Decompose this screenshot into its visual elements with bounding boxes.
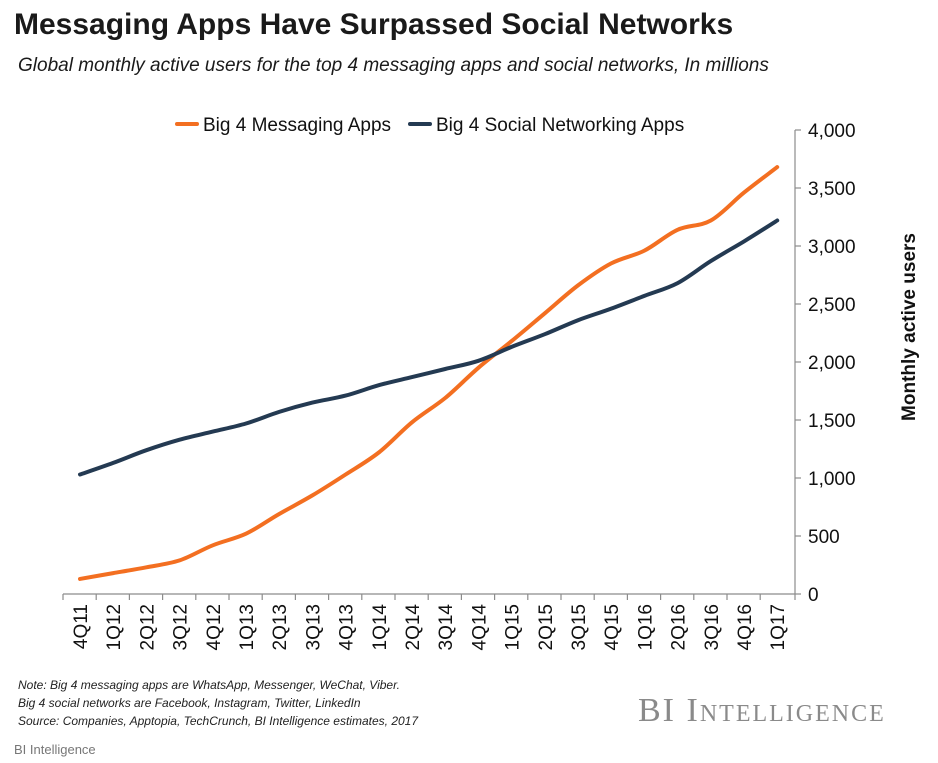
x-tick-label: 3Q14 [436, 604, 457, 651]
y-tick-label: 2,500 [808, 295, 856, 316]
note-social-networks: Big 4 social networks are Facebook, Inst… [18, 696, 361, 710]
note-messaging-apps: Note: Big 4 messaging apps are WhatsApp,… [18, 678, 400, 692]
x-tick-label: 3Q13 [303, 604, 324, 650]
y-tick-label: 4,000 [808, 121, 856, 142]
y-tick-label: 3,000 [808, 237, 856, 258]
x-tick-label: 4Q11 [71, 604, 92, 649]
x-tick-label: 3Q15 [569, 604, 590, 650]
y-tick-label: 2,000 [808, 353, 856, 374]
image-credit: BI Intelligence [14, 742, 96, 757]
x-tick-label: 4Q12 [204, 604, 225, 650]
y-tick-label: 1,000 [808, 469, 856, 490]
x-tick-label: 1Q16 [635, 604, 656, 650]
legend-social-label: Big 4 Social Networking Apps [436, 115, 684, 136]
line-chart: 0 500 1,000 1,500 2,000 2,500 3,000 3,500 4,000 M… [62, 115, 920, 651]
x-tick-label: 1Q17 [768, 604, 789, 650]
x-tick-label: 3Q12 [171, 604, 192, 650]
x-tick-label: 1Q13 [237, 604, 258, 650]
y-tick-label: 1,500 [808, 411, 856, 432]
x-tick-label: 4Q16 [735, 604, 756, 650]
x-tick-label: 1Q14 [370, 604, 391, 651]
x-tick-label: 2Q14 [403, 604, 424, 651]
chart-title: Messaging Apps Have Surpassed Social Net… [14, 8, 734, 41]
social-networking-apps-line [78, 218, 780, 477]
y-tick-label: 500 [808, 527, 840, 548]
x-tick-label: 2Q16 [669, 604, 690, 650]
x-tick-label: 2Q12 [137, 604, 158, 650]
chart-subtitle: Global monthly active users for the top … [18, 55, 769, 76]
y-tick-label: 0 [808, 585, 819, 606]
x-tick-label: 2Q15 [536, 604, 557, 650]
y-tick-label: 3,500 [808, 179, 856, 200]
x-tick-label: 3Q16 [702, 604, 723, 650]
bi-intelligence-logo: BI Intelligence [638, 692, 886, 729]
y-axis-title: Monthly active users [899, 233, 920, 421]
x-tick-label: 2Q13 [270, 604, 291, 650]
messaging-apps-line [78, 165, 780, 581]
x-tick-label: 4Q13 [337, 604, 358, 650]
x-tick-label: 1Q12 [104, 604, 125, 650]
x-tick-label: 4Q14 [469, 604, 490, 651]
legend-messaging-label: Big 4 Messaging Apps [203, 115, 391, 136]
x-tick-label: 1Q15 [503, 604, 524, 650]
chart-notes: Note: Big 4 messaging apps are WhatsApp,… [18, 676, 618, 730]
x-tick-label: 4Q15 [602, 604, 623, 650]
note-source: Source: Companies, Apptopia, TechCrunch,… [18, 714, 419, 728]
